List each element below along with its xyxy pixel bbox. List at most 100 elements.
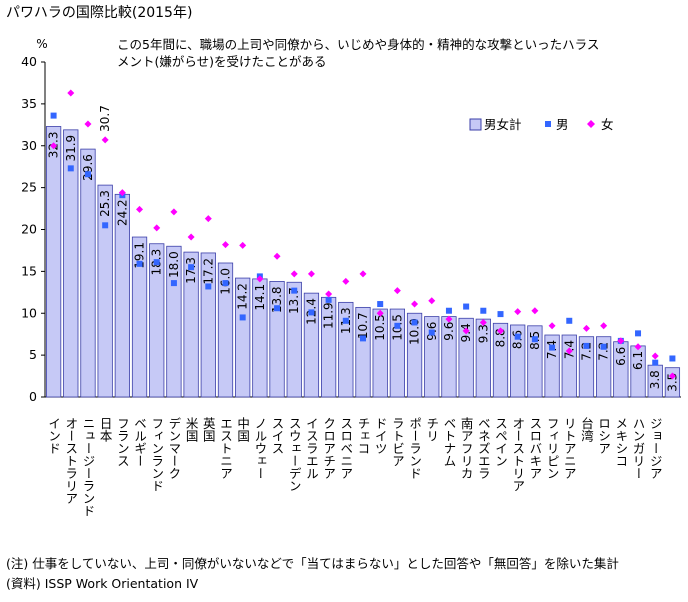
x-category-label: メキシコ [613, 417, 628, 467]
footnotes: (注) 仕事をしていない、上司・同僚がいないなどで「当てはまらない」とした回答や… [6, 554, 619, 594]
bar [510, 324, 526, 398]
bar [596, 336, 612, 398]
female-point [273, 252, 281, 260]
x-category-label: チェコ [356, 417, 371, 455]
x-category-label: 日本 [98, 417, 113, 443]
bar [63, 129, 79, 398]
bar [200, 252, 216, 398]
female-point [101, 136, 109, 144]
bar [389, 308, 406, 398]
bar-value-label: 11.9 [322, 302, 336, 329]
x-category-label: クロアチア [321, 417, 336, 480]
x-category-label: チリ [424, 417, 439, 442]
male-point [274, 305, 281, 312]
bar [578, 336, 595, 398]
female-point [497, 327, 505, 335]
male-point [188, 264, 195, 271]
bar-value-label: 10.5 [373, 314, 387, 341]
male-point [428, 329, 435, 336]
female-point [514, 308, 522, 316]
female-point [221, 241, 229, 249]
bar-value-label: 19.1 [133, 242, 147, 269]
x-category-label: デンマーク [166, 417, 181, 480]
bar [149, 243, 165, 398]
x-category-label: オーストラリア [63, 417, 78, 505]
legend-label-female: 女 [601, 117, 614, 132]
male-point [308, 309, 315, 316]
legend-marker-female [587, 120, 595, 128]
x-category-label: インド [46, 417, 61, 455]
male-point [136, 260, 143, 267]
female-point [239, 241, 247, 249]
bar-value-label: 6.1 [631, 351, 645, 370]
male-point [480, 307, 487, 314]
x-category-label: フランス [115, 417, 130, 467]
x-category-label: 台湾 [579, 416, 594, 443]
female-point [359, 270, 367, 278]
footnote-note: (注) 仕事をしていない、上司・同僚がいないなどで「当てはまらない」とした回答や… [6, 556, 619, 571]
bar [372, 308, 388, 398]
x-category-label: ハンガリー [631, 417, 646, 480]
x-category-label: スロベニア [338, 417, 353, 480]
bar-value-label: 9.6 [442, 322, 456, 341]
y-tick-label: 30 [21, 138, 37, 153]
bar [45, 126, 62, 398]
female-point [204, 215, 212, 223]
male-point [239, 314, 246, 321]
x-category-label: イスラエル [304, 417, 319, 480]
x-category-label: スペイン [493, 417, 508, 467]
bar [269, 281, 285, 398]
y-tick-label: 15 [21, 263, 37, 278]
bar-value-label: 10.7 [356, 312, 370, 339]
y-tick-label: 25 [21, 180, 37, 195]
x-category-label: ポーランド [407, 417, 422, 480]
bar-value-label: 6.6 [614, 347, 628, 366]
female-point [462, 327, 470, 335]
bar [544, 334, 560, 398]
y-tick-label: 10 [21, 305, 37, 320]
male-point [514, 333, 521, 340]
x-category-label: フィリピン [545, 417, 560, 480]
male-point [153, 259, 160, 266]
bar-value-label: 25.3 [98, 190, 112, 217]
x-category-label: ノルウェー [252, 417, 267, 480]
legend-label-total: 男女計 [484, 117, 522, 132]
female-point [634, 343, 642, 351]
x-category-label: フィンランド [149, 417, 164, 492]
female-point [307, 270, 315, 278]
x-category-label: ベトナム [441, 417, 456, 467]
x-category-label: エストニア [218, 417, 233, 480]
x-category-label: 南アフリカ [459, 416, 474, 480]
female-point [187, 233, 195, 241]
bar [527, 325, 543, 398]
male-point [549, 344, 556, 351]
y-tick-label: 0 [29, 389, 37, 404]
bar [664, 367, 681, 398]
footnote-source: (資料) ISSP Work Orientation IV [6, 576, 199, 591]
female-point [342, 277, 350, 285]
female-point [411, 300, 419, 308]
bar [338, 301, 354, 398]
female-point [376, 309, 384, 317]
bar [406, 312, 423, 398]
bar-series [45, 126, 681, 398]
bar-value-label: 8.8 [494, 328, 508, 347]
bar [217, 262, 234, 398]
bar-value-label: 17.2 [201, 258, 215, 285]
x-category-label: ロシア [596, 417, 611, 455]
japan-female-annotation: 30.7 [98, 105, 112, 132]
male-point [67, 165, 74, 172]
male-point [394, 322, 401, 329]
x-category-label: 米国 [184, 417, 199, 442]
male-point [205, 283, 212, 290]
female-point [84, 120, 92, 128]
male-point [342, 317, 349, 324]
female-point [565, 347, 573, 355]
bar-value-label: 14.2 [236, 283, 250, 310]
legend-label-male: 男 [556, 117, 569, 132]
bar-value-label: 7.2 [597, 342, 611, 361]
bar-value-label: 24.2 [115, 199, 129, 226]
bar-value-label: 14.1 [253, 284, 267, 311]
male-point [497, 311, 504, 318]
female-point [548, 322, 556, 330]
